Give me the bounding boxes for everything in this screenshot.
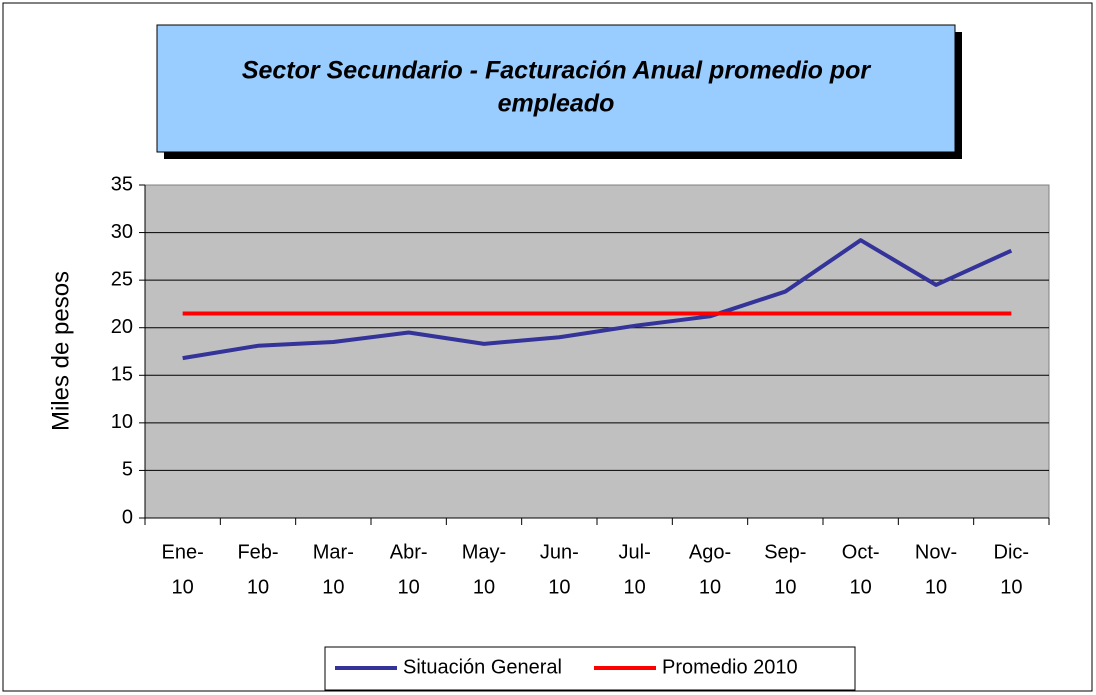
legend-label: Situación General xyxy=(403,656,562,678)
x-tick-label: Feb-10 xyxy=(237,542,278,599)
title-box xyxy=(156,24,956,153)
x-tick-label: Jul-10 xyxy=(619,542,651,599)
y-tick-label: 5 xyxy=(122,459,133,481)
x-tick-label: Oct-10 xyxy=(842,542,880,599)
y-tick-label: 20 xyxy=(111,316,133,338)
y-tick-label: 0 xyxy=(122,506,133,528)
y-tick-label: 30 xyxy=(111,221,133,243)
x-tick-label: May-10 xyxy=(462,542,506,599)
x-tick-label: Ago-10 xyxy=(689,542,731,599)
legend-box xyxy=(324,646,856,691)
x-tick-label: Nov-10 xyxy=(915,542,957,599)
legend-label: Promedio 2010 xyxy=(662,656,798,678)
y-tick-label: 15 xyxy=(111,364,133,386)
y-tick-label: 10 xyxy=(111,411,133,433)
y-tick-label: 35 xyxy=(111,173,133,195)
x-tick-label: Sep-10 xyxy=(764,542,806,599)
line-series xyxy=(182,238,1013,361)
x-tick-label: Mar-10 xyxy=(313,542,354,599)
x-tick-label: Ene-10 xyxy=(162,542,204,599)
x-tick-label: Jun-10 xyxy=(540,542,579,599)
x-tick-label: Dic-10 xyxy=(994,542,1030,599)
x-tick-label: Abr-10 xyxy=(390,542,428,599)
y-axis-label: Miles de pesos xyxy=(47,271,74,431)
plot-area xyxy=(144,184,1050,519)
y-tick-label: 25 xyxy=(111,268,133,290)
chart-title: Sector Secundario - Facturación Anual pr… xyxy=(242,56,872,117)
